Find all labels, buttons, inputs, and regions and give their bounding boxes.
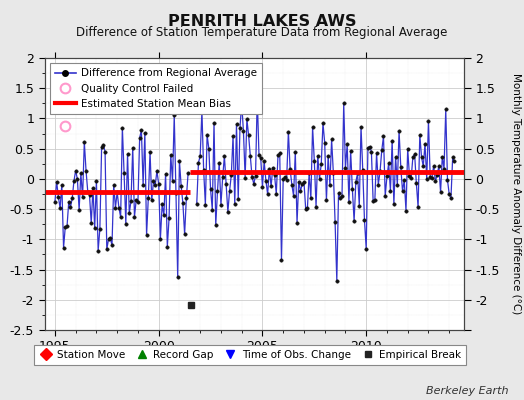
Text: Difference of Station Temperature Data from Regional Average: Difference of Station Temperature Data f… xyxy=(77,26,447,39)
Text: Berkeley Earth: Berkeley Earth xyxy=(426,386,508,396)
Legend: Station Move, Record Gap, Time of Obs. Change, Empirical Break: Station Move, Record Gap, Time of Obs. C… xyxy=(34,345,466,365)
Text: PENRITH LAKES AWS: PENRITH LAKES AWS xyxy=(168,14,356,29)
Y-axis label: Monthly Temperature Anomaly Difference (°C): Monthly Temperature Anomaly Difference (… xyxy=(511,73,521,315)
Legend: Difference from Regional Average, Quality Control Failed, Estimated Station Mean: Difference from Regional Average, Qualit… xyxy=(50,63,262,114)
